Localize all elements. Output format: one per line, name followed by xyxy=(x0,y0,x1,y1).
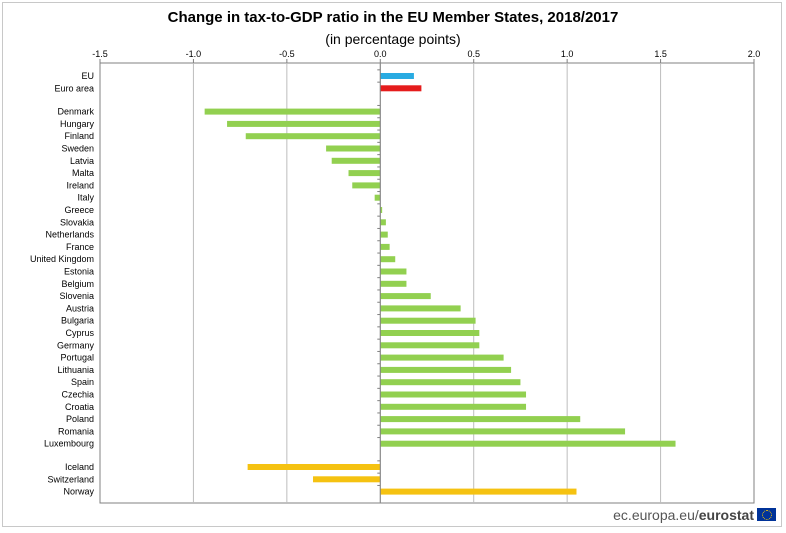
eu-flag-icon xyxy=(757,508,776,521)
x-tick-label: -1.5 xyxy=(92,49,108,59)
bar-norway xyxy=(380,488,577,495)
bar-belgium xyxy=(380,280,407,287)
category-label: Slovenia xyxy=(59,291,94,301)
bar-finland xyxy=(245,133,381,140)
bar-iceland xyxy=(247,464,381,470)
bar-bulgaria xyxy=(380,317,476,324)
bar-euro-area xyxy=(380,85,422,92)
bar-lithuania xyxy=(380,366,512,373)
bar-united-kingdom xyxy=(380,256,396,263)
category-label: Portugal xyxy=(60,353,94,363)
bar-cyprus xyxy=(380,330,480,336)
bar-estonia xyxy=(380,268,407,275)
category-label: Euro area xyxy=(54,83,94,93)
chart-subtitle: (in percentage points) xyxy=(325,31,461,47)
category-label: Luxembourg xyxy=(44,439,94,449)
category-label: Finland xyxy=(64,131,94,141)
bar-portugal xyxy=(380,354,504,361)
chart-frame xyxy=(2,2,782,527)
x-tick-label: -1.0 xyxy=(186,49,202,59)
category-label: Norway xyxy=(63,487,94,497)
category-label: Germany xyxy=(57,340,95,350)
category-label: Ireland xyxy=(66,180,94,190)
bar-austria xyxy=(380,305,461,312)
bar-croatia xyxy=(380,403,527,410)
category-label: Hungary xyxy=(60,119,95,129)
bar-slovakia xyxy=(380,219,386,226)
category-label: France xyxy=(66,242,94,252)
category-label: Greece xyxy=(64,205,94,215)
bar-hungary xyxy=(227,120,381,127)
category-label: Estonia xyxy=(64,267,94,277)
category-label: Latvia xyxy=(70,156,94,166)
bar-sweden xyxy=(326,145,381,152)
bar-denmark xyxy=(204,108,381,115)
bar-germany xyxy=(380,342,480,349)
bar-spain xyxy=(380,379,521,386)
category-label: Slovakia xyxy=(60,217,94,227)
category-label: Netherlands xyxy=(45,230,94,240)
x-tick-label: 2.0 xyxy=(748,49,761,59)
bar-romania xyxy=(380,428,626,435)
category-label: EU xyxy=(81,71,94,81)
bar-eu xyxy=(380,73,414,79)
bar-switzerland xyxy=(313,476,381,483)
source-credit[interactable]: ec.europa.eu/eurostat xyxy=(613,507,754,523)
bar-italy xyxy=(374,194,381,201)
bar-latvia xyxy=(331,157,381,164)
bar-poland xyxy=(380,416,581,423)
bar-malta xyxy=(348,170,381,177)
category-label: Austria xyxy=(66,303,94,313)
category-label: Lithuania xyxy=(57,365,94,375)
bar-luxembourg xyxy=(380,440,676,447)
category-label: Poland xyxy=(66,414,94,424)
category-label: Spain xyxy=(71,377,94,387)
bar-czechia xyxy=(380,391,527,398)
category-label: Croatia xyxy=(65,402,94,412)
category-label: Belgium xyxy=(61,279,94,289)
category-label: Czechia xyxy=(61,390,94,400)
bar-slovenia xyxy=(380,293,431,300)
x-tick-label: 1.5 xyxy=(654,49,667,59)
bar-greece xyxy=(380,207,383,213)
category-label: Italy xyxy=(77,193,94,203)
bar-france xyxy=(380,243,390,250)
category-label: Switzerland xyxy=(47,474,94,484)
source-brand: eurostat xyxy=(698,507,754,523)
category-label: Cyprus xyxy=(65,328,94,338)
chart-title: Change in tax-to-GDP ratio in the EU Mem… xyxy=(167,9,619,26)
category-label: Malta xyxy=(72,168,94,178)
x-tick-label: 0.5 xyxy=(467,49,480,59)
x-tick-label: 1.0 xyxy=(561,49,574,59)
category-label: United Kingdom xyxy=(30,254,94,264)
bar-ireland xyxy=(352,182,381,189)
x-tick-label: 0.0 xyxy=(374,49,387,59)
source-domain: ec.europa.eu/ xyxy=(613,507,699,523)
category-label: Romania xyxy=(58,426,94,436)
category-label: Sweden xyxy=(61,144,94,154)
category-label: Bulgaria xyxy=(61,316,94,326)
category-label: Denmark xyxy=(57,107,94,117)
plot-area xyxy=(99,62,755,504)
category-label: Iceland xyxy=(65,462,94,472)
bar-netherlands xyxy=(380,231,388,238)
x-tick-label: -0.5 xyxy=(279,49,295,59)
